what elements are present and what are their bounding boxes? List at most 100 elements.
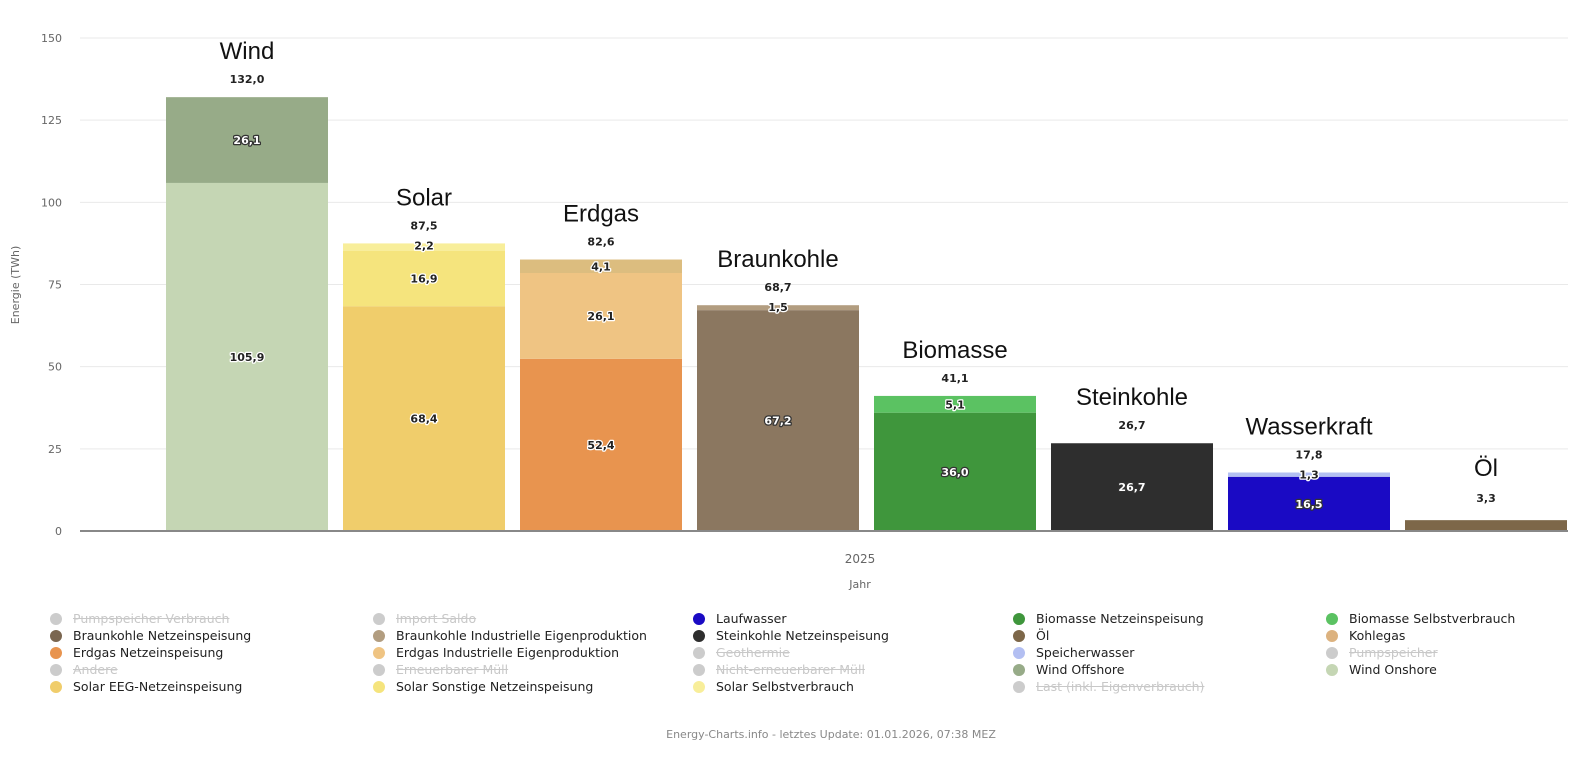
legend-item[interactable]: Wind Offshore bbox=[1013, 661, 1326, 678]
legend-item[interactable]: Last (inkl. Eigenverbrauch) bbox=[1013, 678, 1326, 695]
segment-data-label: 52,4 bbox=[587, 439, 614, 452]
bar-stack-solar: 68,4 16,9 2,2 87,5 Solar bbox=[343, 184, 505, 531]
bar-segment[interactable] bbox=[874, 395, 1036, 413]
bar-segment[interactable] bbox=[1228, 472, 1390, 477]
total-data-label: 87,5 bbox=[410, 219, 437, 232]
legend-label: Pumpspeicher bbox=[1349, 645, 1438, 660]
bar-stack-braunkohle: 67,2 1,5 68,7 Braunkohle bbox=[697, 246, 859, 531]
legend-item[interactable]: Solar Selbstverbrauch bbox=[693, 678, 1013, 695]
legend-item[interactable]: Biomasse Selbstverbrauch bbox=[1326, 610, 1577, 627]
legend-item[interactable]: Nicht-erneuerbarer Müll bbox=[693, 661, 1013, 678]
total-data-label: 82,6 bbox=[587, 236, 614, 249]
segment-data-label: 1,3 bbox=[1299, 468, 1319, 481]
legend-marker-icon bbox=[50, 646, 62, 659]
category-title: Öl bbox=[1474, 455, 1498, 482]
bar-segment[interactable] bbox=[343, 243, 505, 251]
legend-label: Andere bbox=[73, 662, 118, 677]
legend-item[interactable]: Erdgas Netzeinspeisung bbox=[50, 644, 373, 661]
bar-segment[interactable] bbox=[520, 358, 682, 531]
bar-segment[interactable] bbox=[697, 310, 859, 531]
bar-segment[interactable] bbox=[166, 97, 328, 183]
legend-item[interactable]: Öl bbox=[1013, 627, 1326, 644]
legend-marker-icon bbox=[1013, 663, 1025, 676]
legend-item[interactable]: Solar EEG-Netzeinspeisung bbox=[50, 678, 373, 695]
bar-stack-steinkohle: 26,7 26,7 Steinkohle bbox=[1051, 384, 1213, 531]
total-data-label: 41,1 bbox=[941, 372, 968, 385]
legend-marker-icon bbox=[373, 629, 385, 642]
total-data-label: 3,3 bbox=[1476, 492, 1496, 505]
bar-stack-wasserkraft: 16,5 1,3 17,8 Wasserkraft bbox=[1228, 413, 1390, 531]
category-title: Erdgas bbox=[563, 201, 639, 228]
legend-item[interactable]: Pumpspeicher Verbrauch bbox=[50, 610, 373, 627]
bar-segment[interactable] bbox=[1405, 520, 1567, 531]
legend-item[interactable]: Biomasse Netzeinspeisung bbox=[1013, 610, 1326, 627]
y-tick-label: 150 bbox=[41, 32, 62, 45]
bar-stack-erdgas: 52,4 26,1 4,1 82,6 Erdgas bbox=[520, 201, 682, 531]
bar-segment[interactable] bbox=[520, 272, 682, 359]
total-data-label: 17,8 bbox=[1295, 448, 1322, 461]
segment-data-label: 36,0 bbox=[941, 466, 968, 479]
legend-marker-icon bbox=[1013, 629, 1025, 642]
legend-marker-icon bbox=[50, 612, 62, 625]
legend-marker-icon bbox=[1326, 629, 1338, 642]
bar-segment[interactable] bbox=[343, 250, 505, 307]
category-title: Biomasse bbox=[902, 337, 1007, 364]
legend: Pumpspeicher Verbrauch Import Saldo Laufwa… bbox=[50, 610, 1570, 695]
legend-label: Braunkohle Industrielle Eigenproduktion bbox=[396, 628, 647, 643]
legend-item[interactable]: Import Saldo bbox=[373, 610, 693, 627]
legend-item[interactable]: Braunkohle Industrielle Eigenproduktion bbox=[373, 627, 693, 644]
legend-item[interactable]: Steinkohle Netzeinspeisung bbox=[693, 627, 1013, 644]
bar-segment[interactable] bbox=[343, 306, 505, 531]
legend-marker-icon bbox=[1013, 612, 1025, 625]
segment-data-label: 67,2 bbox=[764, 415, 791, 428]
category-title: Steinkohle bbox=[1076, 384, 1188, 411]
legend-marker-icon bbox=[1013, 680, 1025, 693]
legend-marker-icon bbox=[373, 646, 385, 659]
y-tick-label: 75 bbox=[48, 279, 62, 292]
bar-segment[interactable] bbox=[1228, 476, 1390, 531]
legend-item[interactable]: Pumpspeicher bbox=[1326, 644, 1577, 661]
credits[interactable]: Energy-Charts.info - letztes Update: 01.… bbox=[666, 728, 996, 741]
stacked-bar-chart: 0 25 50 75 100 125 150 Energie (TWh) 105,9 26,1… bbox=[9, 32, 1568, 591]
bar-segment[interactable] bbox=[520, 259, 682, 273]
legend-item[interactable]: Erneuerbarer Müll bbox=[373, 661, 693, 678]
bar-stack-biomasse: 36,0 5,1 41,1 Biomasse bbox=[874, 337, 1036, 531]
legend-label: Erneuerbarer Müll bbox=[396, 662, 509, 677]
legend-marker-icon bbox=[50, 663, 62, 676]
legend-label: Biomasse Selbstverbrauch bbox=[1349, 611, 1516, 626]
legend-item[interactable]: Erdgas Industrielle Eigenproduktion bbox=[373, 644, 693, 661]
bar-segment[interactable] bbox=[697, 305, 859, 311]
legend-item[interactable]: Geothermie bbox=[693, 644, 1013, 661]
x-axis-title: Jahr bbox=[848, 578, 871, 591]
legend-item[interactable]: Braunkohle Netzeinspeisung bbox=[50, 627, 373, 644]
legend-marker-icon bbox=[1326, 612, 1338, 625]
legend-item[interactable]: Andere bbox=[50, 661, 373, 678]
legend-item[interactable]: Laufwasser bbox=[693, 610, 1013, 627]
segment-data-label: 1,5 bbox=[768, 301, 788, 314]
segment-data-label: 16,5 bbox=[1295, 498, 1322, 511]
bar-segment[interactable] bbox=[166, 182, 328, 531]
bar-segment[interactable] bbox=[874, 412, 1036, 531]
segment-data-label: 26,1 bbox=[587, 310, 614, 323]
bar-segment[interactable] bbox=[1051, 443, 1213, 531]
legend-item[interactable]: Kohlegas bbox=[1326, 627, 1577, 644]
legend-label: Solar Selbstverbrauch bbox=[716, 679, 854, 694]
legend-label: Laufwasser bbox=[716, 611, 787, 626]
legend-marker-icon bbox=[693, 680, 705, 693]
legend-item[interactable]: Wind Onshore bbox=[1326, 661, 1577, 678]
legend-label: Nicht-erneuerbarer Müll bbox=[716, 662, 865, 677]
legend-label: Öl bbox=[1036, 628, 1050, 643]
legend-item[interactable]: Speicherwasser bbox=[1013, 644, 1326, 661]
legend-label: Steinkohle Netzeinspeisung bbox=[716, 628, 889, 643]
y-tick-label: 0 bbox=[55, 525, 62, 538]
bar-stack--l: 3,3 Öl bbox=[1405, 455, 1567, 531]
segment-data-label: 26,7 bbox=[1118, 481, 1145, 494]
legend-item[interactable]: Solar Sonstige Netzeinspeisung bbox=[373, 678, 693, 695]
legend-label: Erdgas Netzeinspeisung bbox=[73, 645, 224, 660]
legend-label: Solar EEG-Netzeinspeisung bbox=[73, 679, 243, 694]
legend-label: Geothermie bbox=[716, 645, 790, 660]
legend-label: Wind Onshore bbox=[1349, 662, 1437, 677]
legend-marker-icon bbox=[693, 612, 705, 625]
y-tick-label: 125 bbox=[41, 114, 62, 127]
category-title: Wasserkraft bbox=[1245, 413, 1372, 440]
